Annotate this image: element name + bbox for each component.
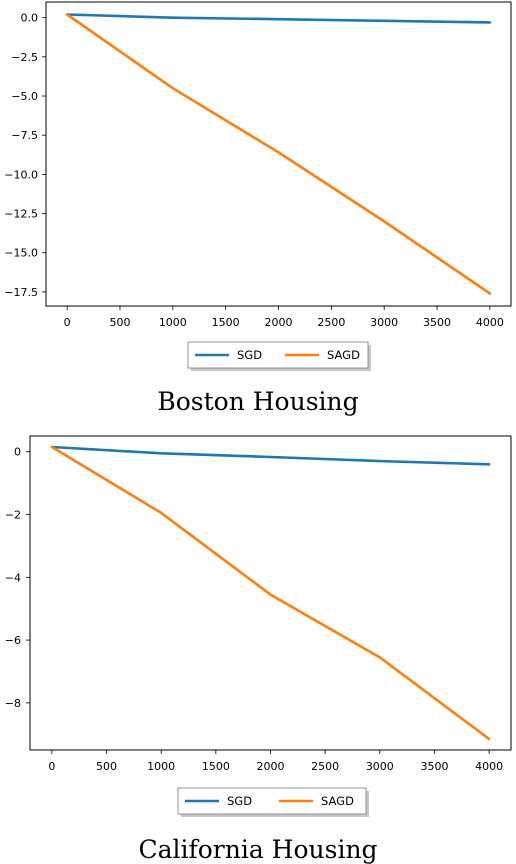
x-tick-label: 0: [64, 316, 71, 329]
series-line-sagd: [50, 445, 491, 741]
x-tick-label: 4000: [476, 316, 504, 329]
x-tick-label: 3000: [366, 760, 394, 773]
x-tick-label: 3500: [423, 316, 451, 329]
x-tick-label: 3500: [420, 760, 448, 773]
plot-frame: [45, 1, 512, 307]
y-tick-label: 0.0: [21, 12, 39, 25]
x-tick-label: 500: [96, 760, 117, 773]
y-tick-label: −17.5: [4, 286, 38, 299]
chart-caption: California Housing: [138, 835, 377, 864]
y-tick-label: −12.5: [4, 208, 38, 221]
y-tick-label: −10.0: [4, 168, 38, 181]
legend-label: SGD: [237, 348, 262, 362]
x-tick-label: 500: [109, 316, 130, 329]
y-tick-label: −2.5: [11, 51, 38, 64]
x-tick-label: 2000: [257, 760, 285, 773]
plot-frame: [29, 435, 512, 751]
chart-boston-housing: 0 500 1000 1500 2000 2500 3000 3500 4000 0.0 −2.5 −…: [4, 1, 512, 416]
x-tick-label: 1500: [202, 760, 230, 773]
series-line-sgd: [65, 13, 492, 24]
x-tick-label: 1000: [147, 760, 175, 773]
y-tick-label: −4: [5, 571, 21, 584]
y-tick-label: −6: [5, 634, 21, 647]
chart-california-housing: 0 500 1000 1500 2000 2500 3000 3500 4000 0 −2 −4 −6 −…: [5, 435, 512, 864]
y-tick-label: −5.0: [11, 90, 38, 103]
x-tick-label: 4000: [475, 760, 503, 773]
x-tick-label: 2000: [265, 316, 293, 329]
legend-label: SAGD: [327, 348, 360, 362]
y-tick-label: −8: [5, 697, 21, 710]
x-tick-label: 1500: [212, 316, 240, 329]
legend-label: SAGD: [321, 794, 354, 808]
x-tick-label: 0: [48, 760, 55, 773]
y-tick-label: −2: [5, 509, 21, 522]
series-line-sgd: [50, 445, 491, 466]
y-tick-label: −15.0: [4, 247, 38, 260]
y-tick-label: −7.5: [11, 129, 38, 142]
x-tick-label: 1000: [159, 316, 187, 329]
x-tick-label: 2500: [311, 760, 339, 773]
legend-label: SGD: [227, 794, 252, 808]
x-tick-label: 2500: [317, 316, 345, 329]
chart-caption: Boston Housing: [157, 387, 358, 416]
series-line-sagd: [65, 13, 492, 295]
y-tick-label: 0: [14, 446, 21, 459]
x-tick-label: 3000: [370, 316, 398, 329]
